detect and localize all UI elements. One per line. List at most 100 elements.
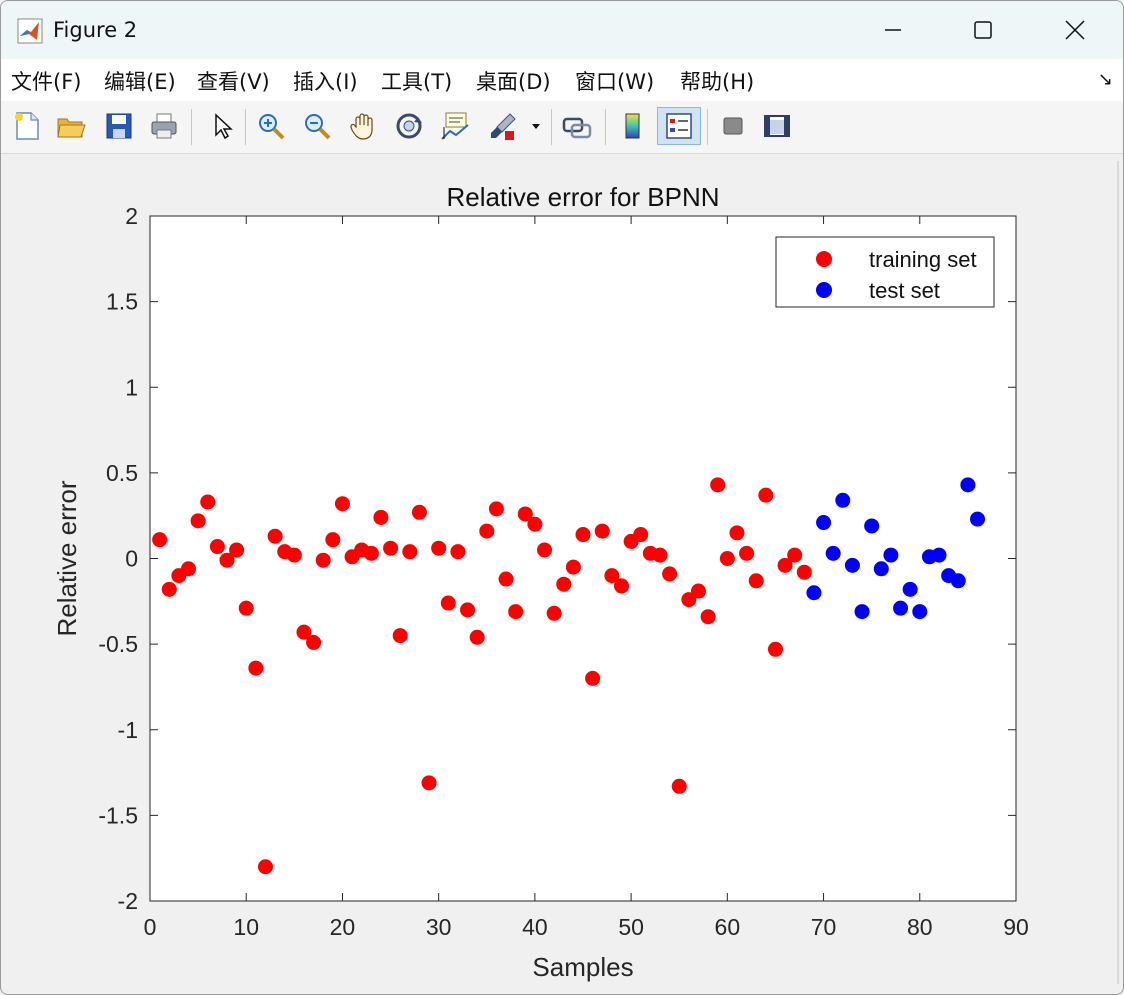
data-point-training-set <box>729 525 745 541</box>
data-point-training-set <box>690 583 706 599</box>
link-plot-button[interactable] <box>559 107 595 145</box>
pan-button[interactable] <box>345 107 381 145</box>
data-point-training-set <box>219 552 235 568</box>
x-tick-label: 0 <box>144 914 157 940</box>
data-point-test-set <box>960 477 976 493</box>
data-point-training-set <box>748 573 764 589</box>
x-tick-label: 10 <box>233 914 259 940</box>
chart-title: Relative error for BPNN <box>446 182 719 212</box>
y-tick-label: -2 <box>118 888 138 914</box>
x-tick-label: 30 <box>426 914 452 940</box>
chevron-down-icon <box>532 124 540 129</box>
brush-button[interactable] <box>485 107 521 145</box>
data-point-training-set <box>315 552 331 568</box>
menu-desktop[interactable]: 桌面(D) <box>476 70 551 94</box>
maximize-button[interactable] <box>937 1 1029 59</box>
data-point-training-set <box>739 545 755 561</box>
brush-dropdown[interactable] <box>527 107 545 145</box>
data-point-training-set <box>556 576 572 592</box>
insert-colorbar-button[interactable] <box>615 107 651 145</box>
data-point-training-set <box>180 561 196 577</box>
y-tick-label: -0.5 <box>98 631 138 657</box>
legend[interactable]: training set test set <box>775 236 995 308</box>
data-point-test-set <box>835 492 851 508</box>
axis-ticks: 0 10 20 30 40 50 60 70 80 90 2 1.5 1 0.5 0 -0.5 -1 -1.5 -2 <box>98 203 1028 940</box>
data-point-training-set <box>719 551 735 566</box>
menu-help[interactable]: 帮助(H) <box>680 70 755 94</box>
data-point-training-set <box>363 545 379 561</box>
y-tick-label: 0.5 <box>106 460 138 486</box>
data-point-training-set <box>431 540 447 556</box>
data-point-training-set <box>575 527 591 543</box>
data-point-training-set <box>421 775 437 791</box>
data-point-training-set <box>267 528 283 544</box>
data-point-training-set <box>758 487 774 503</box>
y-tick-label: -1.5 <box>98 802 138 828</box>
data-point-training-set <box>546 605 562 621</box>
y-tick-label: -1 <box>118 717 138 743</box>
y-tick-label: 0 <box>125 546 138 572</box>
new-figure-icon <box>15 112 39 140</box>
show-plot-tools-button[interactable] <box>759 107 795 145</box>
y-axis-label: Relative error <box>52 480 82 636</box>
data-point-test-set <box>816 515 832 531</box>
data-point-test-set <box>806 585 822 601</box>
data-point-training-set <box>662 566 678 582</box>
toolbar-separator <box>707 109 708 145</box>
menu-file[interactable]: 文件(F) <box>11 70 82 94</box>
show-plot-tools-icon <box>764 115 790 137</box>
zoom-in-button[interactable] <box>253 107 289 145</box>
data-point-training-set <box>479 523 495 539</box>
menu-tools[interactable]: 工具(T) <box>381 70 453 94</box>
zoom-out-button[interactable] <box>299 107 335 145</box>
data-point-training-set <box>248 660 264 676</box>
data-point-training-set <box>209 539 225 555</box>
data-point-training-set <box>508 604 524 620</box>
save-icon <box>106 113 132 139</box>
link-plot-icon <box>562 117 592 139</box>
toolbar-separator <box>191 109 192 145</box>
insert-legend-button[interactable] <box>657 107 701 145</box>
data-point-test-set <box>825 545 841 561</box>
dock-arrow-icon[interactable]: ↘ <box>1097 69 1113 90</box>
menu-edit[interactable]: 编辑(E) <box>104 70 176 94</box>
x-tick-label: 60 <box>715 914 741 940</box>
data-cursor-icon <box>441 112 469 140</box>
data-point-training-set <box>652 547 668 563</box>
data-point-training-set <box>767 641 783 657</box>
menu-insert[interactable]: 插入(I) <box>293 70 358 94</box>
colorbar-icon <box>625 113 640 139</box>
data-point-training-set <box>383 540 399 556</box>
matlab-logo-icon <box>17 18 43 44</box>
toolbar-separator <box>551 109 552 145</box>
data-point-training-set <box>238 600 254 616</box>
menu-window[interactable]: 窗口(W) <box>575 70 655 94</box>
data-point-training-set <box>450 544 466 560</box>
legend-marker-test-set <box>816 282 832 298</box>
maximize-icon <box>974 21 992 39</box>
print-icon <box>151 113 177 139</box>
data-cursor-button[interactable] <box>437 107 473 145</box>
menu-view[interactable]: 查看(V) <box>197 70 270 94</box>
data-point-training-set <box>306 634 322 650</box>
brush-icon <box>491 113 516 140</box>
minimize-button[interactable] <box>847 1 939 59</box>
hide-plot-tools-button[interactable] <box>715 107 751 145</box>
open-file-button[interactable] <box>53 107 89 145</box>
rotate-3d-button[interactable] <box>391 107 427 145</box>
figure-canvas: 0 10 20 30 40 50 60 70 80 90 2 1.5 1 0.5 0 -0.5 -1 -1.5 -2… <box>2 154 1122 993</box>
save-button[interactable] <box>101 107 137 145</box>
pan-icon <box>350 113 373 140</box>
x-tick-label: 80 <box>907 914 933 940</box>
y-tick-label: 1.5 <box>106 289 138 315</box>
legend-icon <box>666 113 692 139</box>
print-button[interactable] <box>146 107 182 145</box>
new-figure-button[interactable] <box>9 107 45 145</box>
data-point-training-set <box>488 501 504 517</box>
x-axis-label: Samples <box>532 952 633 982</box>
edit-plot-button[interactable] <box>203 107 239 145</box>
open-file-icon <box>57 118 86 138</box>
window-title: Figure 2 <box>53 18 138 42</box>
data-point-training-set <box>633 527 649 543</box>
close-button[interactable] <box>1029 1 1121 59</box>
